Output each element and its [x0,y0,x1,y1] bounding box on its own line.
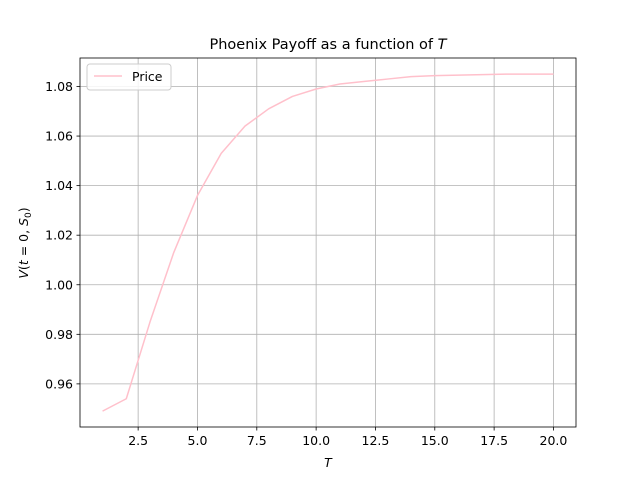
y-tick-label: 1.06 [45,129,73,144]
ticks: 2.5 5.0 7.5 10.0 12.5 15.0 17.5 20.0 0.96 0.98 1.0… [45,79,567,448]
series-line-price [102,73,554,412]
y-tick-label: 0.98 [45,327,73,342]
legend-label: Price [132,69,163,84]
x-tick-label: 5.0 [188,433,208,448]
y-axis-label: V(t = 0, S0) [16,207,34,278]
series-layer [102,73,554,412]
x-axis-label: T [324,455,333,470]
y-tick-label: 0.96 [45,376,73,391]
legend-box [86,63,172,91]
chart-title: Phoenix Payoff as a function of T [210,37,448,53]
y-tick-label: 1.08 [45,79,73,94]
legend: Price [86,63,172,91]
x-tick-label: 15.0 [421,433,449,448]
x-tick-label: 20.0 [540,433,568,448]
x-tick-label: 10.0 [302,433,330,448]
y-tick-label: 1.02 [45,228,73,243]
x-tick-label: 7.5 [247,433,267,448]
x-tick-label: 17.5 [480,433,508,448]
x-tick-label: 2.5 [128,433,148,448]
y-tick-label: 1.00 [45,277,73,292]
x-tick-label: 12.5 [362,433,390,448]
y-tick-label: 1.04 [45,178,73,193]
plot-frame [79,57,577,428]
